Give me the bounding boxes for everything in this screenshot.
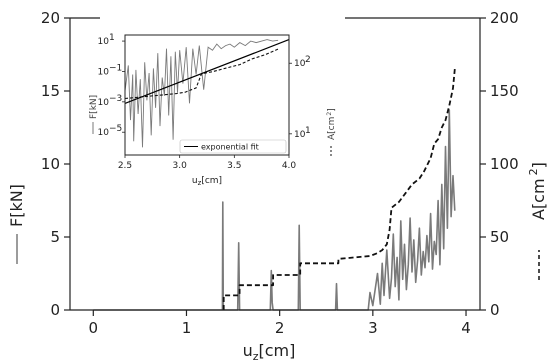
main-x-tick-label: 3 [368,319,378,337]
inset-exponential-fit-line [124,39,290,104]
inset-x-tick-label: 3.5 [227,161,241,171]
main-y-left-tick-label: 0 [50,301,60,319]
inset-x-axis-title: uz[cm] [192,176,222,187]
inset-legend-label: exponential fit [201,143,259,152]
inset-y-left-title-group: F[kN] [89,95,99,134]
main-y-right-tick-label: 50 [490,228,509,246]
inset-x-tick-label: 2.5 [118,161,132,171]
inset-area-series-line [124,48,279,100]
inset-force-series-line [124,39,279,148]
main-y-right-axis-title-superscript: 2 [527,168,540,175]
inset-x-tick-label: 4.0 [282,161,297,171]
inset-series-layer [124,39,290,148]
main-y-left-tick-label: 15 [41,82,60,100]
inset-x-axis-title-unit: [cm] [201,176,222,186]
main-x-axis-title: uz[cm] [243,341,296,360]
main-y-right-tick-label: 200 [490,9,519,27]
inset-y-right-axis-title: A[cm2] [326,108,337,140]
inset-x-tick-label: 3.0 [173,161,188,171]
main-y-right-axis-title-close: ] [529,162,548,168]
inset-y-left-axis-title: F[kN] [89,95,99,119]
main-y-left-tick-label: 10 [41,155,60,173]
inset-y-right-axis-title-superscript: 2 [326,112,333,116]
main-y-right-title-group: A[cm2] [527,162,548,280]
main-y-left-tick-label: 20 [41,9,60,27]
inset-y-left-tick-exponent: −1 [109,63,122,73]
main-y-right-tick-label: 150 [490,82,519,100]
inset-y-left-tick-label: 10 [98,98,110,108]
main-y-left-tick-label: 5 [50,228,60,246]
main-x-axis-title-subscript: z [253,350,259,360]
main-y-right-axis-title: A[cm2] [527,162,548,220]
inset-y-right-title-group: A[cm2] [326,108,337,156]
inset-legend: exponential fit [179,139,287,154]
inset-frame [124,34,290,156]
inset-y-right-axis-title-close: ] [327,108,337,112]
main-y-left-axis-title: F[kN] [7,184,26,227]
main-x-tick-label: 2 [275,319,285,337]
area-series-line [222,69,456,310]
inset-y-right-tick-label: 10 [294,130,306,140]
inset-legend-box [179,139,287,154]
inset-plot: 2.5 3.0 3.5 4.010 110 −110 −310 −510 210 1 uz[cm]… [89,33,337,187]
inset-x-axis-title-subscript: z [198,179,202,187]
force-series-line [93,109,456,311]
inset-y-right-tick-exponent: 2 [305,55,311,65]
main-y-right-tick-label: 100 [490,155,519,173]
inset-tick-layer: 2.5 3.0 3.5 4.010 110 −110 −310 −510 210 1 [98,33,311,171]
inset-y-left-tick-exponent: 1 [109,33,115,43]
main-series-layer [93,69,456,311]
main-y-right-tick-label: 0 [490,301,500,319]
inset-y-right-tick-label: 10 [294,59,306,69]
inset-y-left-tick-exponent: −5 [109,124,122,134]
main-x-tick-label: 1 [182,319,192,337]
inset-y-right-tick-exponent: 1 [305,126,311,136]
inset-y-left-tick-label: 10 [98,37,110,47]
inset-y-left-tick-label: 10 [98,67,110,77]
main-x-tick-label: 0 [89,319,99,337]
inset-y-left-tick-label: 10 [98,128,110,138]
main-x-tick-label: 4 [461,319,471,337]
main-x-axis-title-unit: [cm] [259,341,296,360]
main-y-left-title-group: F[kN] [7,184,26,264]
inset-y-left-tick-exponent: −3 [109,94,122,104]
